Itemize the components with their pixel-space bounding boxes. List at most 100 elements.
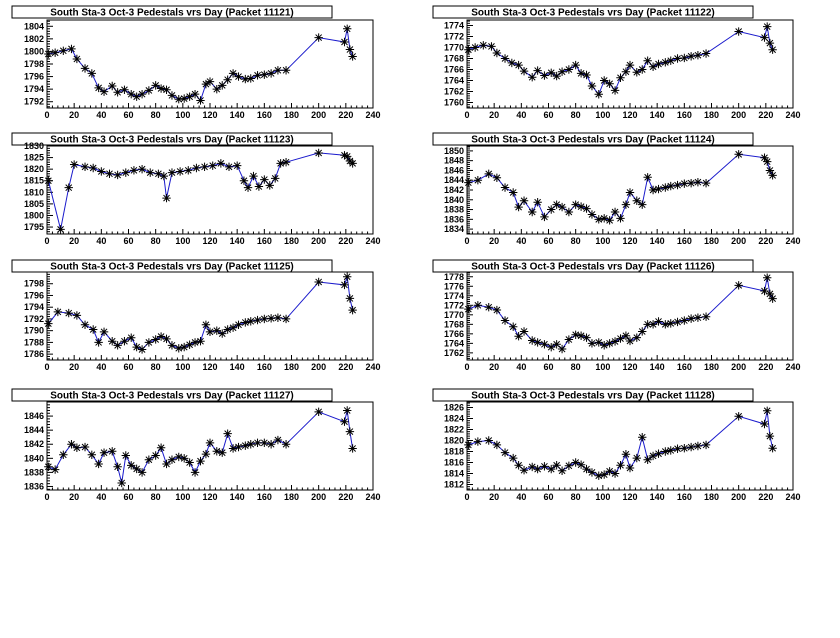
data-point	[768, 444, 777, 453]
y-tick-label: 1824	[444, 414, 464, 424]
x-tick-label: 120	[202, 492, 217, 502]
data-point	[64, 308, 73, 318]
data-point	[648, 451, 658, 461]
data-point	[507, 58, 517, 68]
x-tick-label: 220	[338, 236, 353, 246]
data-point	[484, 303, 493, 312]
x-tick-label: 0	[44, 362, 49, 372]
data-point	[508, 188, 518, 197]
data-point	[464, 440, 473, 450]
data-point	[249, 171, 258, 181]
chart-title-box	[432, 5, 754, 19]
data-point	[137, 164, 147, 174]
data-point	[129, 166, 139, 175]
data-point	[132, 464, 141, 474]
data-point	[162, 85, 171, 94]
plot-frame	[46, 271, 374, 361]
x-tick-label: 240	[785, 110, 800, 120]
data-point	[582, 464, 591, 474]
data-point	[484, 436, 493, 445]
y-tick-label: 1760	[444, 98, 464, 108]
y-tick-label: 1805	[24, 199, 44, 209]
data-point	[760, 286, 769, 296]
data-point	[760, 33, 769, 42]
data-point	[175, 167, 185, 176]
data-point	[105, 169, 114, 178]
data-point	[44, 49, 53, 59]
data-point	[205, 438, 215, 448]
chart-title-box	[11, 132, 333, 146]
data-point	[72, 54, 82, 64]
data-point	[680, 179, 689, 188]
data-point	[345, 294, 355, 303]
data-point	[151, 335, 160, 344]
y-tick-label: 1826	[444, 403, 464, 413]
x-tick-label: 160	[257, 110, 272, 120]
data-point	[56, 225, 65, 234]
data-point	[201, 449, 211, 459]
data-point	[253, 71, 262, 80]
data-point	[192, 163, 201, 173]
data-point	[99, 87, 109, 96]
y-tick-label: 1842	[24, 439, 44, 449]
data-point	[185, 340, 194, 349]
x-tick-label: 140	[650, 492, 665, 502]
data-point	[216, 159, 226, 168]
data-point	[632, 196, 641, 205]
data-point	[564, 65, 574, 74]
data-point	[87, 69, 97, 78]
data-point	[625, 188, 635, 197]
data-point	[734, 412, 743, 421]
x-tick-label: 40	[96, 362, 106, 372]
x-tick-label: 180	[704, 362, 719, 372]
data-point	[234, 72, 243, 81]
data-point	[266, 440, 276, 449]
data-point	[693, 51, 703, 60]
x-tick-label: 180	[284, 110, 299, 120]
data-point	[154, 169, 163, 178]
data-point	[599, 214, 609, 223]
data-point	[179, 454, 189, 463]
data-point	[184, 166, 193, 175]
data-point	[576, 69, 586, 78]
y-tick-label: 1834	[444, 224, 464, 234]
data-point	[762, 406, 772, 415]
data-point	[80, 320, 90, 329]
data-point	[643, 455, 652, 464]
x-tick-label: 180	[704, 492, 719, 502]
chart-title: South Sta-3 Oct-3 Pedestals vrs Day (Pac…	[471, 8, 714, 19]
data-point	[108, 337, 117, 346]
data-point	[594, 90, 603, 99]
data-point	[167, 91, 177, 100]
data-point	[638, 327, 647, 336]
x-tick-label: 0	[464, 492, 469, 502]
y-tick-label: 1770	[444, 310, 464, 320]
y-tick-label: 1774	[444, 291, 464, 301]
data-point	[734, 150, 743, 159]
x-tick-label: 160	[257, 236, 272, 246]
data-point	[594, 215, 603, 224]
data-point	[599, 76, 609, 85]
x-tick-label: 20	[69, 492, 79, 502]
data-point	[686, 442, 696, 452]
y-tick-label: 1798	[24, 279, 44, 289]
x-tick-label: 140	[230, 362, 245, 372]
data-point	[162, 193, 171, 203]
data-point	[484, 169, 493, 179]
x-tick-label: 240	[785, 492, 800, 502]
data-point	[246, 317, 255, 326]
data-point	[218, 329, 227, 338]
data-point	[218, 81, 227, 90]
y-tick-label: 1794	[24, 302, 44, 312]
data-point	[185, 92, 194, 101]
y-tick-label: 1792	[24, 97, 44, 107]
data-point	[223, 429, 232, 438]
data-point	[99, 448, 109, 457]
x-tick-label: 80	[571, 362, 581, 372]
x-tick-label: 0	[464, 110, 469, 120]
x-tick-label: 200	[731, 362, 746, 372]
data-point	[621, 331, 631, 340]
data-point	[348, 52, 357, 61]
x-tick-label: 140	[650, 236, 665, 246]
x-tick-label: 220	[758, 236, 773, 246]
